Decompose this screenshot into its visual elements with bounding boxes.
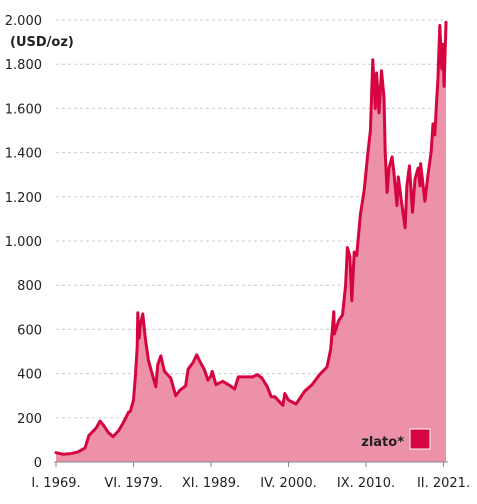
- y-tick-label: 2.000: [5, 14, 42, 29]
- y-tick-label: 1.600: [5, 102, 42, 117]
- series-area-gold: [56, 22, 446, 462]
- legend-swatch: [409, 428, 431, 450]
- x-tick-label: IX. 2010.: [337, 476, 395, 491]
- x-tick-label: VI. 1979.: [104, 476, 162, 491]
- series-area-layer: [56, 22, 446, 462]
- y-tick-label: 1.400: [5, 147, 42, 162]
- y-tick-label: 1.200: [5, 191, 42, 206]
- series-line-gold: [54, 20, 448, 456]
- axes: 0 200 400 600 800 1.000 1.200 1.400 1.600 1.800 2.…: [5, 14, 470, 491]
- y-tick-label: 1.800: [5, 58, 42, 73]
- y-tick-label: 400: [17, 368, 42, 383]
- y-unit-label: (USD/oz): [10, 35, 74, 50]
- y-tick-label: 800: [17, 279, 42, 294]
- y-tick-label: 600: [17, 323, 42, 338]
- y-tick-label: 1.000: [5, 235, 42, 250]
- x-tick-label: II. 2021.: [417, 476, 470, 491]
- x-tick-label: I. 1969.: [31, 476, 80, 491]
- y-tick-label: 0: [34, 456, 42, 471]
- y-tick-label: 200: [17, 412, 42, 427]
- x-tick-label: XI. 1989.: [182, 476, 240, 491]
- x-tick-label: IV. 2000.: [260, 476, 317, 491]
- legend-series-name: zlato*: [361, 435, 404, 450]
- legend: zlato*: [361, 428, 431, 450]
- series-line-layer: [54, 20, 448, 456]
